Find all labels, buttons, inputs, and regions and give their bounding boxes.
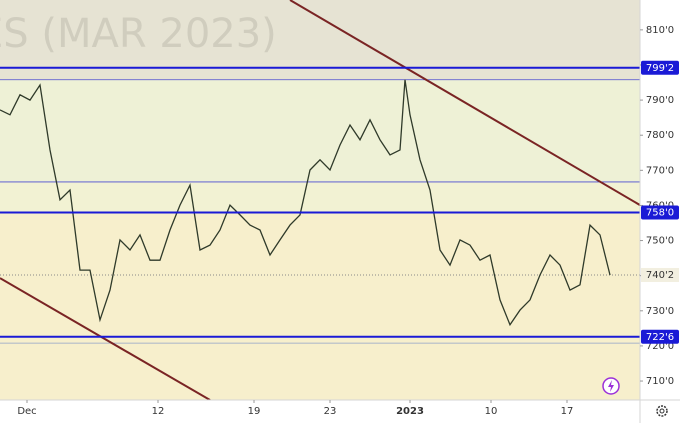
level-label-box: [641, 329, 679, 344]
trendline: [0, 277, 211, 400]
y-tick-label: 780'0: [646, 130, 674, 141]
y-tick-label: 720'0: [646, 341, 674, 352]
alert-icon-bolt: [608, 380, 614, 392]
x-tick-label: 10: [485, 406, 498, 417]
price-line: [0, 79, 611, 327]
x-tick-label: 23: [324, 406, 337, 417]
trendline: [289, 0, 640, 206]
x-tick-label: 19: [248, 406, 261, 417]
y-tick-label: 790'0: [646, 95, 674, 106]
zone-band: [0, 79, 640, 182]
y-tick-label: 810'0: [646, 25, 674, 36]
settings-icon[interactable]: [656, 405, 668, 417]
x-tick-label: Dec: [17, 406, 36, 417]
x-tick-label: 17: [561, 406, 574, 417]
y-tick-label: 730'0: [646, 306, 674, 317]
last-price-box: [641, 267, 679, 282]
y-tick-label: 750'0: [646, 236, 674, 247]
zone-band: [0, 0, 640, 80]
y-tick-label: 710'0: [646, 376, 674, 387]
level-label: 758'0: [646, 207, 674, 218]
zone-band: [0, 212, 640, 400]
level-label-box: [641, 205, 679, 220]
x-tick-label: 12: [152, 406, 165, 417]
zone-band: [0, 181, 640, 213]
last-price-label: 740'2: [646, 270, 674, 281]
level-label: 722'6: [646, 332, 674, 343]
level-label-box: [641, 60, 679, 75]
settings-icon-center: [659, 408, 665, 414]
watermark: ES (MAR 2023): [0, 11, 277, 57]
plot-area: ES (MAR 2023): [0, 0, 640, 400]
y-tick-label: 770'0: [646, 165, 674, 176]
level-label: 799'2: [646, 63, 674, 74]
x-tick-label: 2023: [396, 406, 424, 417]
